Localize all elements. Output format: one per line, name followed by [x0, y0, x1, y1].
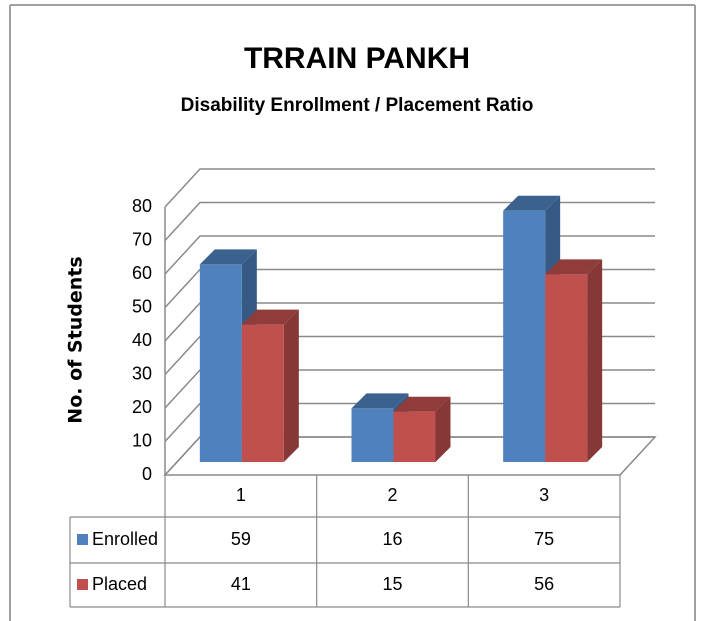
table-value: 56 — [534, 574, 554, 594]
y-axis-label: No. of Students — [65, 256, 87, 423]
bar — [545, 274, 588, 462]
bar-side — [283, 309, 299, 462]
legend-label: Placed — [92, 574, 147, 594]
bar-top — [241, 309, 299, 325]
y-tick-label: 40 — [132, 330, 152, 350]
bar-top — [503, 195, 561, 211]
y-tick-label: 60 — [132, 263, 152, 283]
bar-side — [435, 396, 451, 462]
legend-swatch — [77, 534, 88, 545]
bar-top — [199, 249, 257, 265]
bar-top — [545, 259, 603, 275]
x-tick-label: 2 — [387, 485, 397, 505]
chart-title: TRRAIN PANKH — [244, 42, 470, 75]
bar — [351, 408, 394, 462]
y-tick-label: 0 — [142, 464, 152, 484]
y-tick-label: 80 — [132, 196, 152, 216]
table-value: 75 — [534, 529, 554, 549]
table-value: 16 — [382, 529, 402, 549]
bar — [199, 264, 242, 462]
x-tick-label: 3 — [539, 485, 549, 505]
y-tick-label: 70 — [132, 229, 152, 249]
bar-top — [351, 393, 409, 409]
bar-top — [393, 396, 451, 412]
chart-subtitle: Disability Enrollment / Placement Ratio — [181, 95, 534, 116]
bar — [393, 411, 436, 462]
grid-line — [164, 201, 655, 242]
grid-line — [164, 168, 655, 208]
bar — [503, 210, 546, 462]
y-tick-label: 50 — [132, 296, 152, 316]
legend-swatch — [77, 579, 88, 590]
table-value: 59 — [231, 529, 251, 549]
y-tick-label: 30 — [132, 363, 152, 383]
table-value: 41 — [231, 574, 251, 594]
y-tick-label: 20 — [132, 397, 152, 417]
x-tick-label: 1 — [236, 485, 246, 505]
legend-label: Enrolled — [92, 529, 158, 549]
bar — [241, 324, 284, 462]
bar-side — [587, 259, 603, 462]
table-value: 15 — [382, 574, 402, 594]
y-tick-label: 10 — [132, 430, 152, 450]
